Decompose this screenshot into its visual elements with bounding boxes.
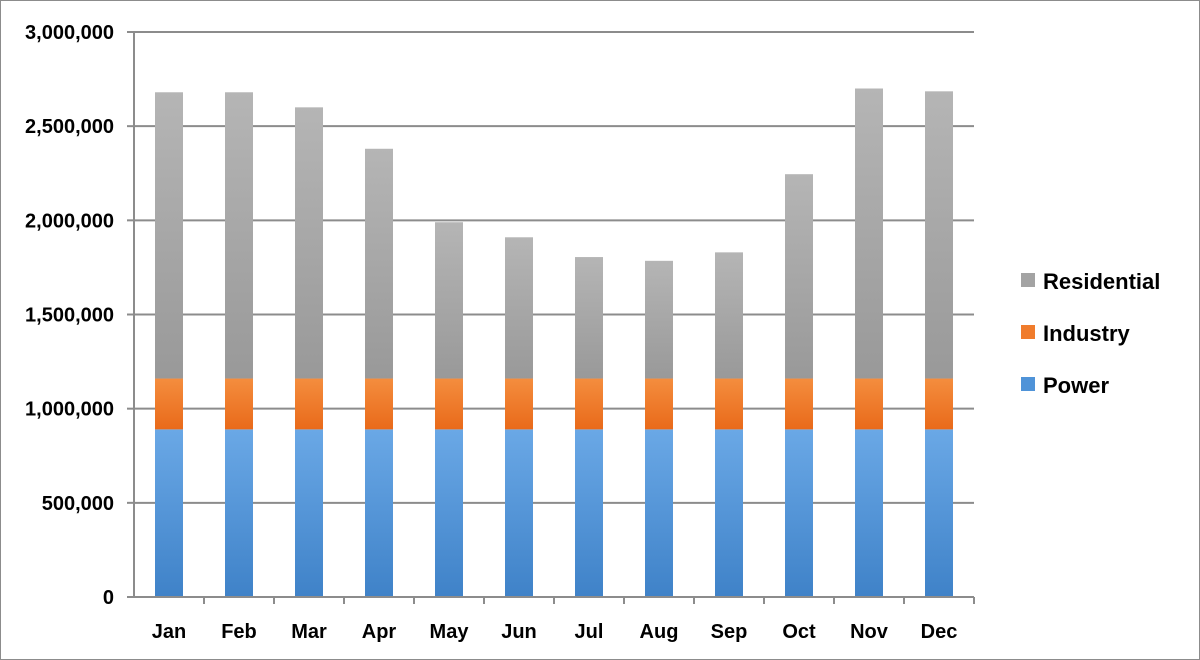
legend-label-industry: Industry [1043, 321, 1131, 346]
bars [155, 88, 953, 597]
legend-swatch-residential [1021, 273, 1035, 287]
bar-residential-sep [715, 252, 743, 379]
bar-power-jul [575, 429, 603, 597]
bar-power-mar [295, 429, 323, 597]
bar-residential-jan [155, 92, 183, 379]
legend-swatch-industry [1021, 325, 1035, 339]
bar-residential-feb [225, 92, 253, 379]
y-tick-labels: 0 500,000 1,000,000 1,500,000 2,000,000 2,500… [25, 22, 114, 609]
bar-industry-oct [785, 378, 813, 430]
bar-industry-jun [505, 378, 533, 430]
bar-industry-apr [365, 378, 393, 430]
x-tick-label: Jan [152, 621, 186, 643]
x-tick-label: Feb [221, 621, 257, 643]
bar-power-oct [785, 429, 813, 597]
legend-label-residential: Residential [1043, 269, 1160, 294]
bar-power-jan [155, 429, 183, 597]
y-tick-label: 3,000,000 [25, 22, 114, 44]
axes [127, 31, 975, 604]
x-tick-label: May [430, 621, 470, 643]
bar-residential-jul [575, 257, 603, 379]
bar-industry-jul [575, 378, 603, 430]
bar-residential-aug [645, 260, 673, 379]
legend: Residential Industry Power [1021, 269, 1160, 398]
y-tick-label: 0 [103, 587, 114, 609]
bar-industry-mar [295, 378, 323, 430]
x-tick-label: Oct [782, 621, 816, 643]
legend-swatch-power [1021, 377, 1035, 391]
x-tick-label: Sep [711, 621, 748, 643]
gridlines [134, 31, 974, 504]
x-tick-label: Aug [640, 621, 679, 643]
x-tick-label: Mar [291, 621, 327, 643]
y-tick-label: 1,500,000 [25, 305, 114, 327]
bar-industry-nov [855, 378, 883, 430]
bar-residential-mar [295, 107, 323, 379]
bar-power-sep [715, 429, 743, 597]
bar-industry-sep [715, 378, 743, 430]
y-tick-label: 2,000,000 [25, 210, 114, 232]
bar-power-apr [365, 429, 393, 597]
bar-residential-may [435, 222, 463, 379]
bar-residential-oct [785, 174, 813, 379]
y-tick-label: 500,000 [42, 493, 114, 515]
bar-industry-feb [225, 378, 253, 430]
x-tick-label: Apr [362, 621, 397, 643]
x-tick-label: Nov [850, 621, 889, 643]
bar-industry-jan [155, 378, 183, 430]
bar-power-dec [925, 429, 953, 597]
bar-industry-dec [925, 378, 953, 430]
bar-power-aug [645, 429, 673, 597]
x-tick-label: Jul [575, 621, 604, 643]
bar-power-nov [855, 429, 883, 597]
bar-industry-may [435, 378, 463, 430]
bar-residential-jun [505, 237, 533, 379]
x-tick-labels: Jan Feb Mar Apr May Jun Jul Aug Sep Oct Nov Dec [152, 621, 958, 643]
bar-power-feb [225, 429, 253, 597]
y-tick-label: 1,000,000 [25, 399, 114, 421]
y-tick-label: 2,500,000 [25, 116, 114, 138]
bar-residential-apr [365, 148, 393, 379]
x-tick-label: Jun [501, 621, 537, 643]
bar-industry-aug [645, 378, 673, 430]
bar-power-jun [505, 429, 533, 597]
bar-residential-dec [925, 91, 953, 379]
x-tick-label: Dec [921, 621, 958, 643]
bar-power-may [435, 429, 463, 597]
bar-residential-nov [855, 88, 883, 379]
legend-label-power: Power [1043, 373, 1109, 398]
